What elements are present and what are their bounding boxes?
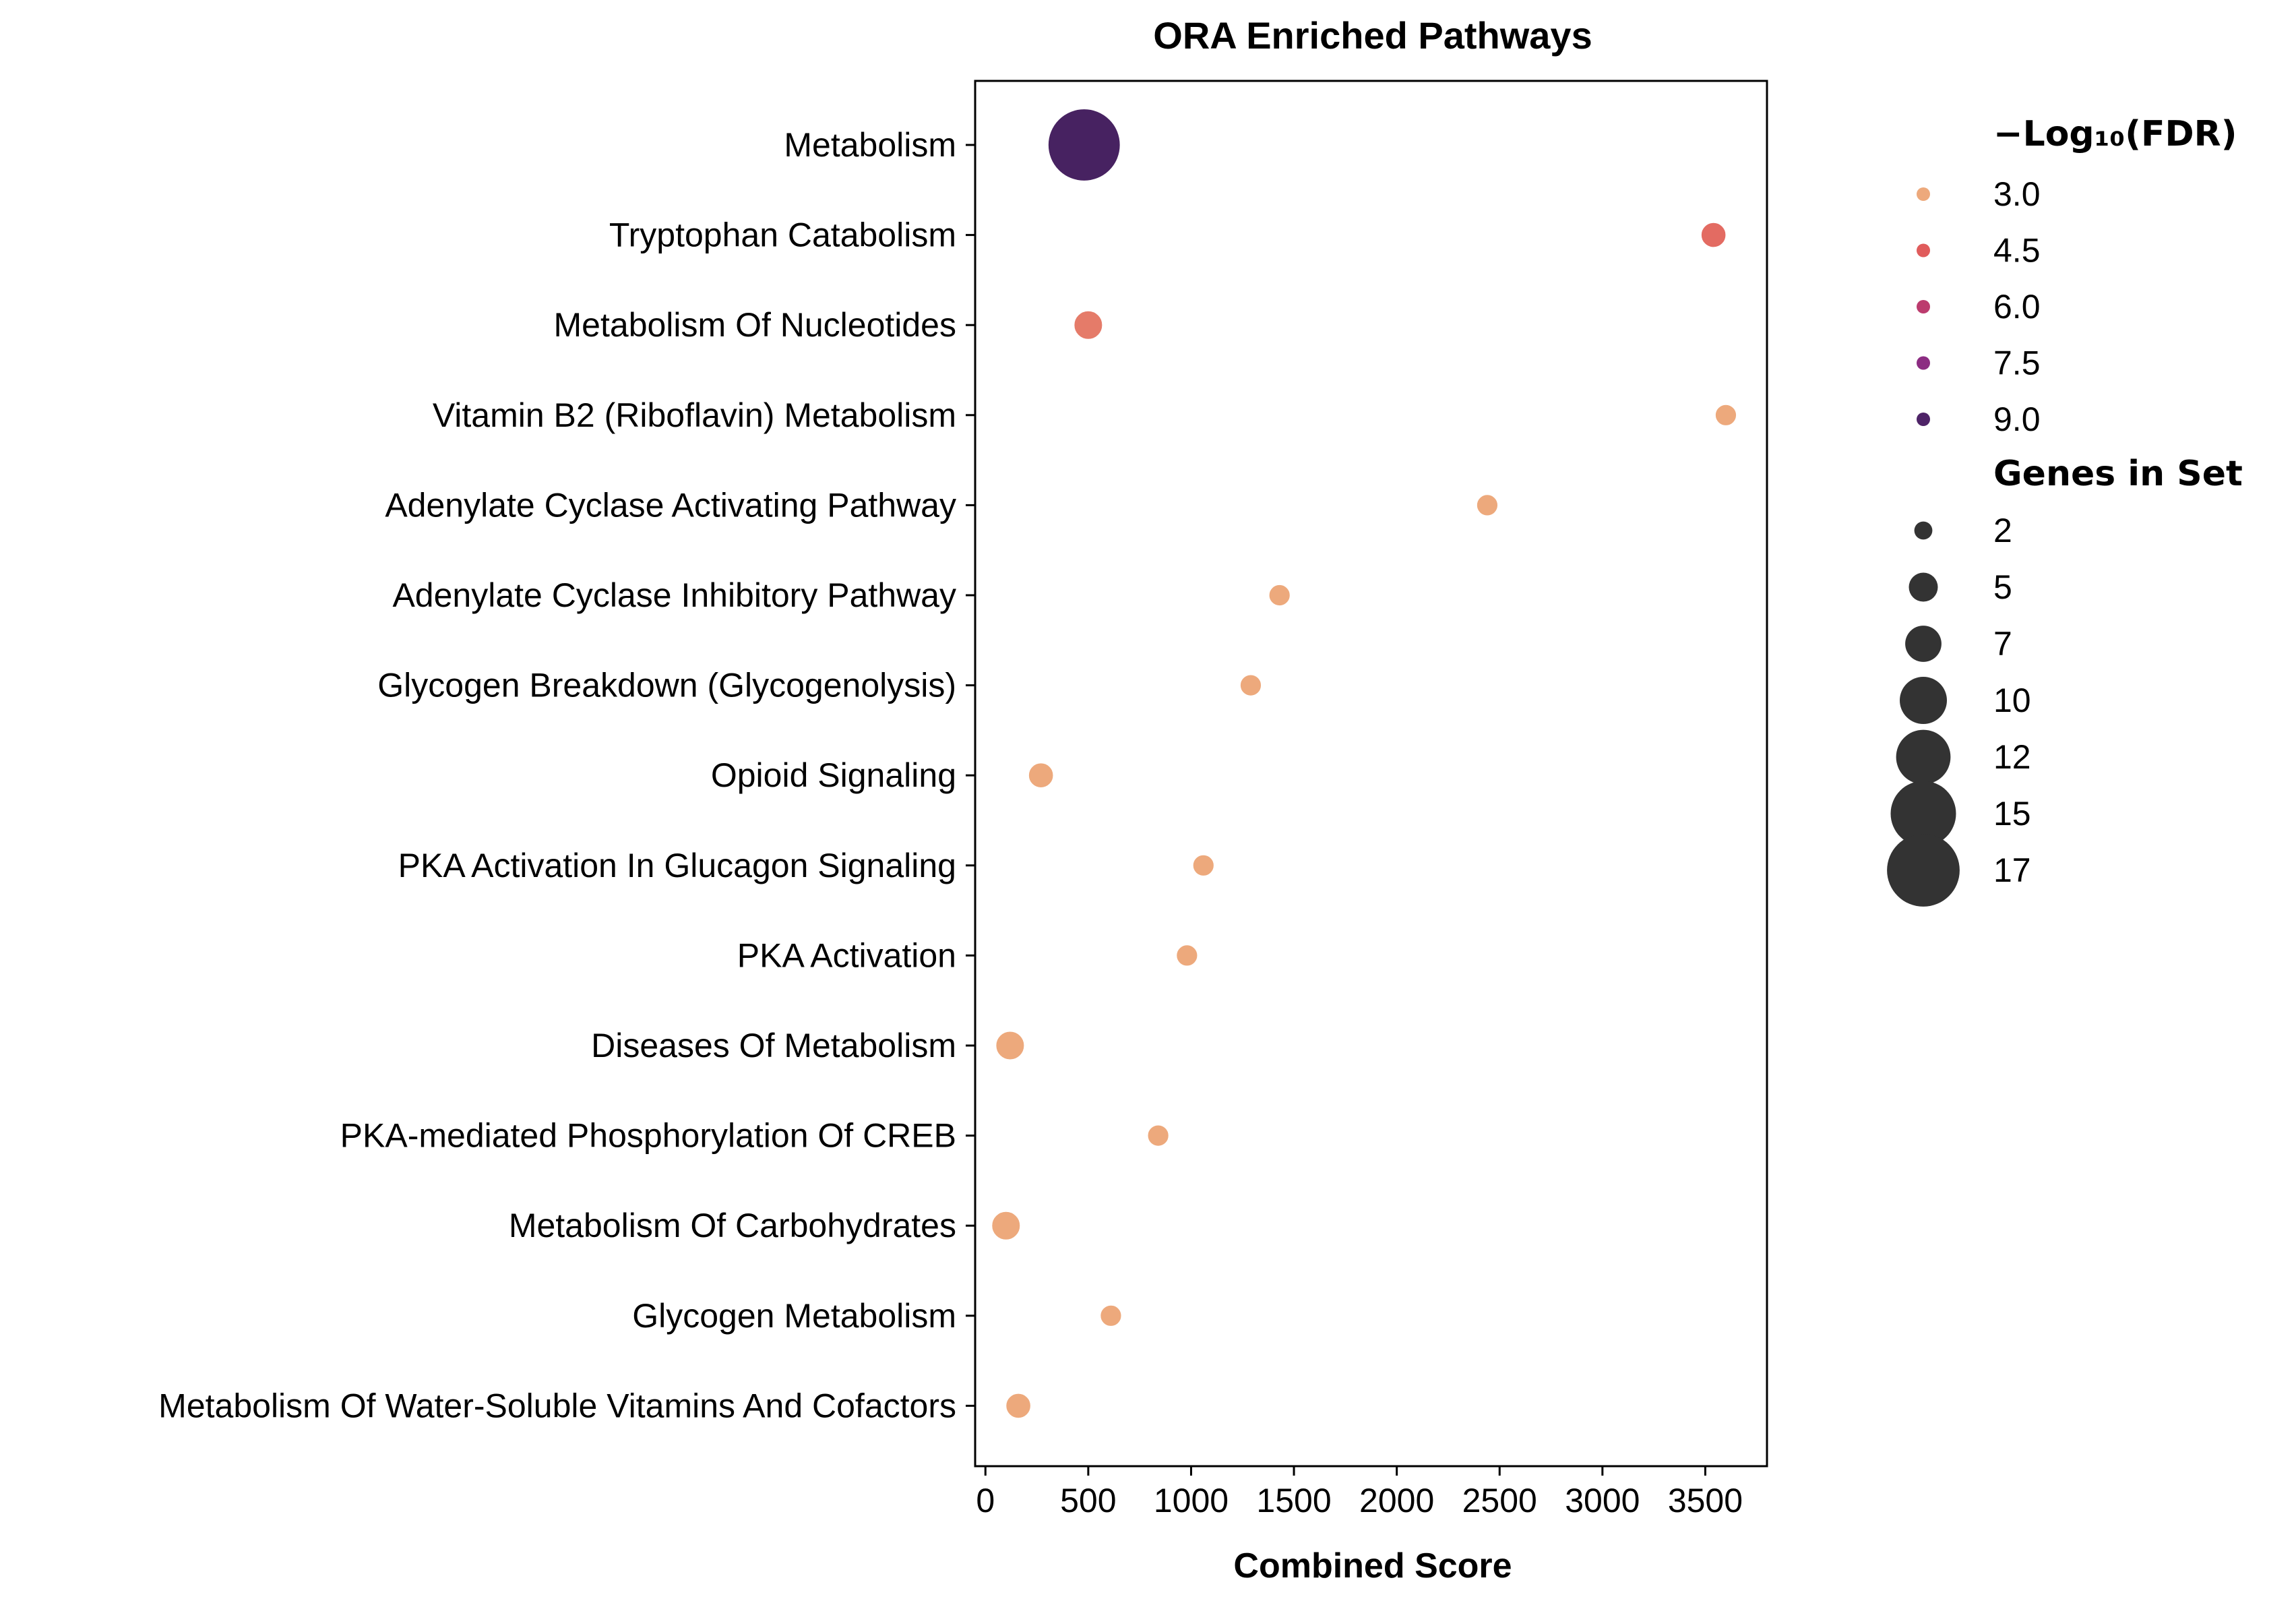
- legend-color-swatch: [1917, 356, 1930, 370]
- y-tick-label: Metabolism Of Nucleotides: [554, 306, 956, 344]
- data-point: [1073, 309, 1104, 340]
- legend: −Log₁₀(FDR) 3.0 4.5 6.0 7.5 9.0 Genes in Set 2 5…: [1887, 114, 2243, 907]
- y-tick-label: Diseases Of Metabolism: [591, 1027, 956, 1064]
- data-point: [1239, 673, 1263, 697]
- x-tick-label: 2500: [1462, 1482, 1537, 1519]
- x-tick-label: 3000: [1565, 1482, 1640, 1519]
- plot-frame: [974, 80, 1768, 1468]
- x-tick-label: 1500: [1256, 1482, 1331, 1519]
- data-point: [1475, 493, 1499, 517]
- y-tick-label: Tryptophan Catabolism: [609, 216, 956, 254]
- x-axis: 0 500 1000 1500 2000 2500 3000 3500: [976, 1466, 1743, 1519]
- legend-color-label: 7.5: [1993, 344, 2041, 382]
- legend-color-label: 4.5: [1993, 232, 2041, 270]
- data-point: [1175, 944, 1199, 967]
- legend-color-swatch: [1917, 413, 1930, 426]
- legend-size-swatch: [1909, 572, 1938, 602]
- legend-size-label: 10: [1993, 682, 2031, 719]
- y-tick-label: Metabolism Of Carbohydrates: [509, 1207, 956, 1244]
- x-tick-label: 500: [1060, 1482, 1116, 1519]
- y-tick-label: PKA Activation: [737, 936, 956, 974]
- data-point: [1099, 1304, 1123, 1327]
- data-point: [1268, 583, 1291, 607]
- legend-size-swatch: [1900, 677, 1947, 724]
- legend-color-swatch: [1917, 300, 1930, 313]
- legend-color-swatch: [1917, 187, 1930, 201]
- y-tick-label: Glycogen Metabolism: [632, 1297, 956, 1335]
- y-tick-label: PKA-mediated Phosphorylation Of CREB: [340, 1117, 956, 1155]
- x-tick-label: 3500: [1668, 1482, 1743, 1519]
- data-point: [1714, 403, 1738, 427]
- y-axis: Metabolism Tryptophan Catabolism Metabolis…: [158, 126, 975, 1424]
- legend-color-swatch: [1917, 243, 1930, 258]
- y-tick-label: Vitamin B2 (Riboflavin) Metabolism: [433, 396, 956, 434]
- legend-color-title: −Log₁₀(FDR): [1993, 114, 2237, 154]
- legend-size-label: 2: [1993, 512, 2012, 549]
- data-point: [1700, 221, 1727, 249]
- y-tick-label: Glycogen Breakdown (Glycogenolysis): [377, 667, 956, 704]
- legend-color-label: 3.0: [1993, 175, 2041, 213]
- legend-size-swatch: [1914, 521, 1933, 540]
- y-tick-label: Adenylate Cyclase Activating Pathway: [385, 486, 956, 524]
- y-tick-label: Adenylate Cyclase Inhibitory Pathway: [392, 576, 956, 614]
- y-tick-label: Metabolism: [784, 126, 956, 164]
- x-tick-label: 2000: [1359, 1482, 1434, 1519]
- data-point: [1191, 853, 1215, 877]
- legend-size-swatch: [1905, 626, 1942, 662]
- data-point: [1047, 108, 1121, 182]
- legend-size-swatch: [1890, 781, 1956, 847]
- legend-size-label: 7: [1993, 625, 2012, 663]
- y-tick-label: Opioid Signaling: [711, 756, 956, 794]
- legend-size-label: 5: [1993, 568, 2012, 606]
- y-tick-label: Metabolism Of Water-Soluble Vitamins And…: [158, 1387, 956, 1424]
- data-point: [1027, 762, 1055, 789]
- legend-size-label: 15: [1993, 795, 2031, 833]
- legend-size-title: Genes in Set: [1993, 454, 2243, 494]
- legend-color-label: 9.0: [1993, 400, 2041, 438]
- data-point: [1005, 1392, 1032, 1420]
- data-point: [995, 1030, 1026, 1061]
- legend-size-swatch: [1887, 834, 1960, 907]
- data-point: [991, 1210, 1022, 1241]
- y-tick-label: PKA Activation In Glucagon Signaling: [398, 847, 956, 884]
- x-axis-label: Combined Score: [1233, 1546, 1512, 1585]
- legend-color-label: 6.0: [1993, 288, 2041, 326]
- x-tick-label: 0: [976, 1482, 995, 1519]
- legend-size-label: 17: [1993, 851, 2031, 889]
- chart-title: ORA Enriched Pathways: [1153, 14, 1592, 57]
- data-point: [1146, 1124, 1170, 1147]
- points-layer: [991, 108, 1738, 1420]
- legend-size-label: 12: [1993, 738, 2031, 776]
- legend-size-swatch: [1896, 729, 1951, 785]
- x-tick-label: 1000: [1154, 1482, 1229, 1519]
